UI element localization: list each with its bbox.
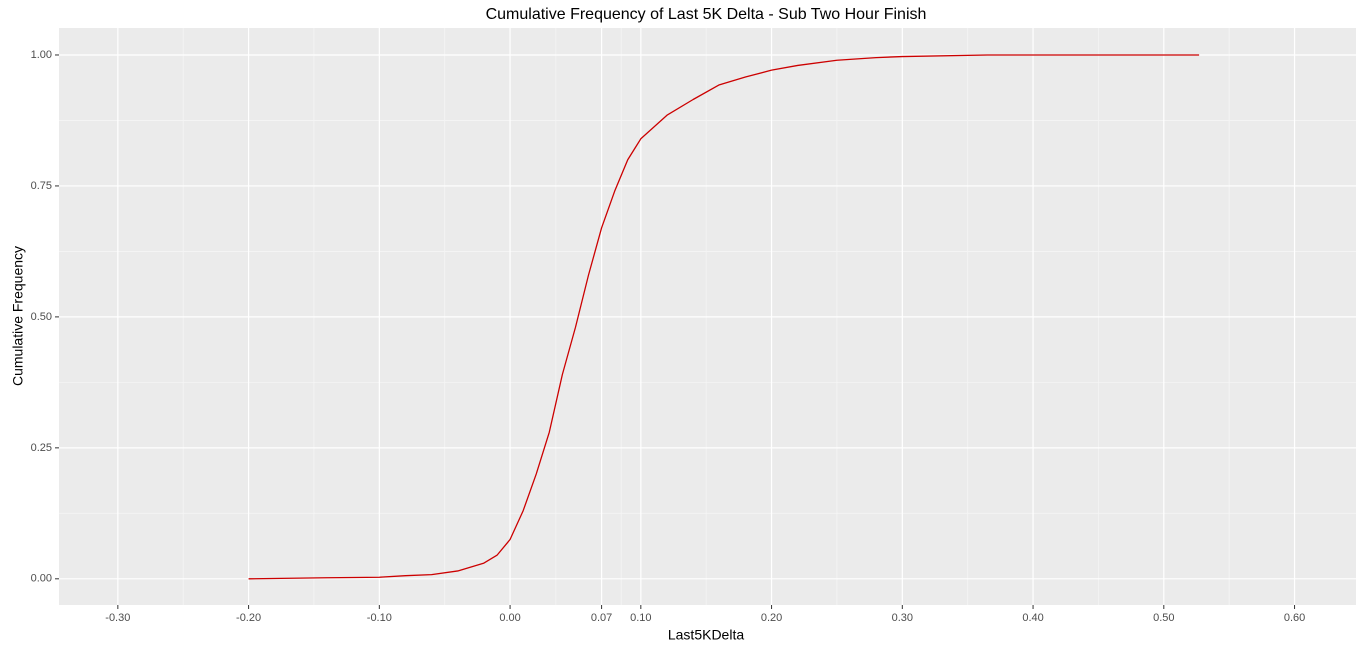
y-tick-label: 1.00 <box>31 49 52 61</box>
x-tick-label: 0.10 <box>630 612 651 624</box>
x-tick-label: -0.10 <box>367 612 392 624</box>
x-tick-label: 0.00 <box>499 612 520 624</box>
x-tick-label: -0.30 <box>105 612 130 624</box>
x-tick-label: 0.07 <box>591 612 612 624</box>
x-tick-label: 0.40 <box>1022 612 1043 624</box>
x-axis-label: Last5KDelta <box>668 627 744 643</box>
x-tick-label: 0.20 <box>761 612 782 624</box>
x-tick-label: 0.60 <box>1284 612 1305 624</box>
y-axis-label: Cumulative Frequency <box>10 246 26 386</box>
x-tick-label: 0.30 <box>892 612 913 624</box>
x-tick-label: -0.20 <box>236 612 261 624</box>
ecdf-line <box>248 54 1200 580</box>
y-tick-label: 0.00 <box>31 573 52 585</box>
y-tick-label: 0.50 <box>31 311 52 323</box>
y-tick-label: 0.75 <box>31 180 52 192</box>
y-tick-label: 0.25 <box>31 442 52 454</box>
x-tick-label: 0.50 <box>1153 612 1174 624</box>
chart-title: Cumulative Frequency of Last 5K Delta - … <box>486 6 927 23</box>
